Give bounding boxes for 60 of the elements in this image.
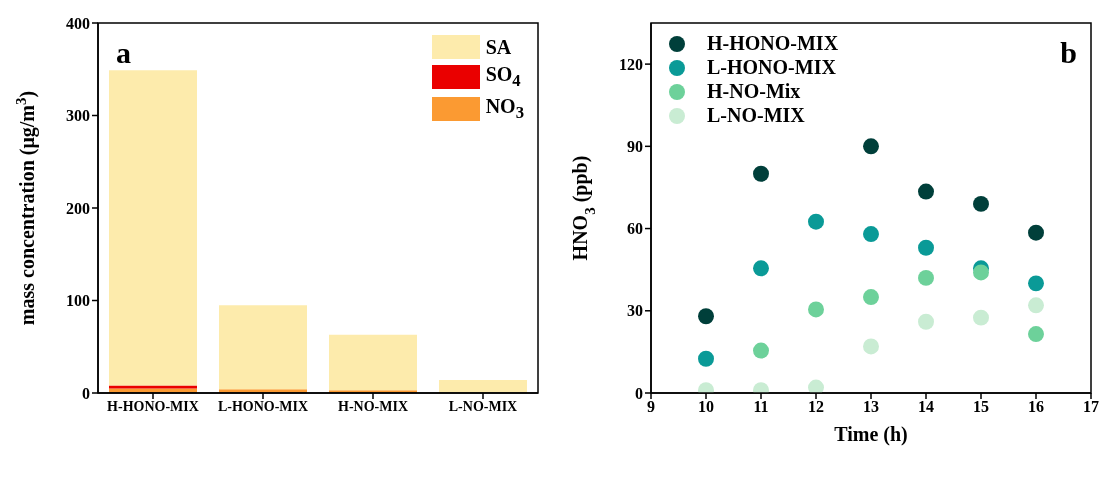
y-tick-label: 30 <box>627 302 643 320</box>
point <box>1028 297 1044 314</box>
point <box>753 165 769 182</box>
x-tick-label: 10 <box>698 398 714 416</box>
point <box>1028 326 1044 343</box>
bar <box>329 334 417 391</box>
point <box>808 213 824 230</box>
point <box>973 264 989 281</box>
point <box>918 269 934 286</box>
point <box>918 239 934 256</box>
x-tick-label: 15 <box>973 398 989 416</box>
bar <box>109 70 197 386</box>
point <box>973 195 989 212</box>
x-tick-label: 11 <box>753 398 769 416</box>
x-tick-label: 16 <box>1028 398 1044 416</box>
point <box>753 342 769 359</box>
point <box>698 308 714 325</box>
x-tick-label: 14 <box>918 398 934 416</box>
x-tick-label: L-NO-MIX <box>448 398 518 414</box>
point <box>918 183 934 200</box>
y-tick-label: 120 <box>619 55 643 73</box>
point <box>973 309 989 326</box>
bar <box>439 380 527 393</box>
x-tick-label: 12 <box>808 398 824 416</box>
legend-label: L-HONO-MIX <box>707 56 836 79</box>
legend-label: H-NO-Mix <box>707 80 801 103</box>
point <box>863 338 879 355</box>
x-tick-label: L-HONO-MIX <box>217 398 309 414</box>
annotation: a <box>116 36 131 69</box>
y-tick-label: 100 <box>66 292 90 310</box>
y-tick-label: 200 <box>66 199 90 217</box>
point <box>1028 275 1044 292</box>
point <box>863 138 879 155</box>
x-tick-label: 13 <box>863 398 879 416</box>
x-tick-label: H-HONO-MIX <box>107 398 199 414</box>
y-tick-label: 0 <box>635 384 643 402</box>
point <box>753 260 769 277</box>
y-tick-label: 90 <box>627 138 643 156</box>
x-tick-label: 9 <box>647 398 655 416</box>
point <box>698 350 714 367</box>
x-tick-label: 17 <box>1083 398 1099 416</box>
y-tick-label: 300 <box>66 107 90 125</box>
legend-label: SO$_{4}$ <box>485 63 521 91</box>
y-tick-label: 60 <box>627 220 643 238</box>
point <box>808 379 824 393</box>
legend-label: SA <box>485 35 512 59</box>
legend-label: L-NO-MIX <box>707 104 805 127</box>
legend-label: NO$_{3}$ <box>485 95 524 123</box>
bar <box>219 305 307 390</box>
point <box>808 301 824 318</box>
legend-label: H-HONO-MIX <box>707 32 839 55</box>
point <box>863 289 879 306</box>
x-axis-title: Time (h) <box>834 423 908 446</box>
annotation: b <box>1060 36 1077 69</box>
point <box>863 226 879 242</box>
x-tick-label: H-NO-MIX <box>338 398 408 414</box>
point <box>1028 224 1044 241</box>
point <box>918 313 934 330</box>
y-tick-label: 400 <box>66 14 90 32</box>
y-tick-label: 0 <box>82 384 90 402</box>
